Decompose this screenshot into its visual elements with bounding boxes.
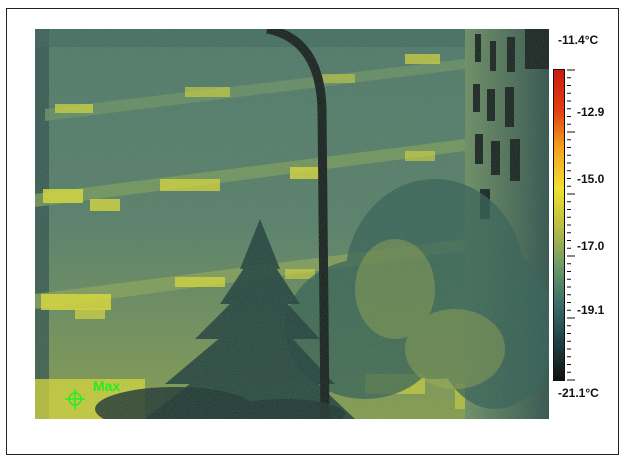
max-marker-label: Max: [93, 378, 121, 394]
color-scale-ticks: [567, 69, 575, 381]
scale-tick-label: -17.0: [577, 239, 605, 253]
color-scale-bar: [553, 69, 565, 381]
thermal-scene: [35, 29, 549, 419]
scale-tick-label: -12.9: [577, 105, 605, 119]
scale-tick-label: -19.1: [577, 303, 605, 317]
thermal-report-frame: Max -11.4°C -12.9 -15.0 -17.0 -19.1 -21.…: [6, 8, 619, 455]
scale-min-label: -21.1°C: [558, 386, 599, 400]
thermal-image: [35, 29, 549, 419]
scale-tick-label: -15.0: [577, 172, 605, 186]
crosshair-icon: [65, 389, 85, 409]
scale-max-label: -11.4°C: [558, 33, 599, 47]
